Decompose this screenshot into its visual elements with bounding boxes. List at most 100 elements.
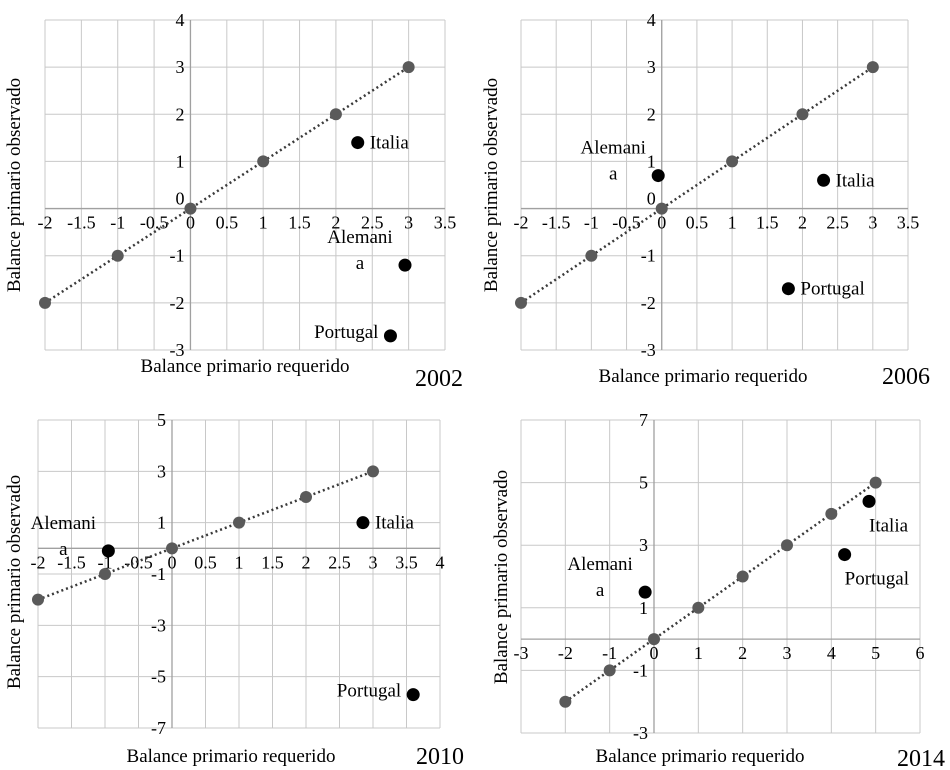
country-point-italia (356, 516, 370, 530)
reference-trend-line (44, 66, 410, 304)
y-tick-label: -1 (169, 246, 184, 266)
country-point-italia (862, 494, 876, 508)
reference-point (796, 108, 809, 121)
y-tick-label: 1 (157, 513, 166, 533)
chart-panel-2002: -2 -1.5 -1 -0.5 0 0.5 1 1.5 2 2.5 3 3.5-3-2-101234I… (4, 10, 463, 392)
reference-point (866, 61, 879, 74)
x-tick-label: 4 (436, 552, 445, 572)
reference-point (726, 155, 739, 168)
country-label: Italia (836, 170, 876, 191)
x-tick-label: 3.5 (897, 213, 920, 233)
reference-point (99, 568, 111, 580)
country-label: Portugal (314, 322, 378, 343)
reference-point (655, 202, 668, 215)
country-point-alemania (101, 544, 115, 558)
x-tick-label: 2 (798, 213, 807, 233)
x-tick-label: -1.5 (542, 213, 571, 233)
x-tick-label: 2.5 (328, 552, 351, 572)
y-tick-label: -2 (641, 293, 656, 313)
x-tick-label: 3 (369, 552, 378, 572)
reference-point (233, 516, 245, 529)
chart-panel-2014: -3 -2 -1 0 1 2 3 4 5 6-3-11357AlemaniaItaliaPortu… (491, 410, 945, 770)
x-tick-label: 2.5 (826, 213, 849, 233)
x-tick-label: 1 (728, 213, 737, 233)
x-tick-label: 3 (868, 213, 877, 233)
y-tick-label: -1 (641, 246, 656, 266)
country-point-italia (351, 136, 365, 150)
x-tick-label: -1 (584, 213, 599, 233)
y-tick-label: 0 (647, 189, 656, 209)
y-tick-label: 7 (639, 410, 648, 430)
country-label: a (59, 539, 68, 560)
y-tick-label: 5 (639, 473, 648, 493)
x-tick-label: 2 (331, 213, 340, 233)
x-axis-title: Balance primario requerido (127, 746, 336, 767)
country-label: Alemani (327, 227, 392, 248)
x-tick-label: -2 (514, 213, 529, 233)
x-tick-label: 5 (871, 643, 880, 663)
y-tick-label: -3 (151, 615, 166, 635)
y-tick-label: -2 (169, 293, 184, 313)
x-axis-title: Balance primario requerido (141, 356, 350, 377)
y-tick-label: 5 (157, 410, 166, 430)
x-tick-label: 1 (235, 552, 244, 572)
x-tick-label: -0.5 (612, 213, 641, 233)
reference-point (402, 61, 415, 74)
y-axis-title: Balance primario observado (4, 475, 25, 689)
country-label: Alemani (567, 554, 632, 575)
reference-point (692, 601, 705, 614)
country-label: Portugal (800, 279, 864, 300)
x-tick-label: -1.5 (57, 552, 86, 572)
y-axis-title: Balance primario observado (4, 78, 25, 292)
y-tick-label: 3 (175, 57, 184, 77)
x-tick-label: 3 (404, 213, 413, 233)
x-tick-label: 0.5 (216, 213, 239, 233)
chart-year-label: 2002 (415, 366, 463, 392)
x-tick-label: 3 (783, 643, 792, 663)
country-point-portugal (406, 688, 420, 702)
y-tick-label: 1 (175, 151, 184, 171)
chart-panel-2006: -2 -1.5 -1 -0.5 0 0.5 1 1.5 2 2.5 3 3.5-3-2-101234A… (481, 10, 930, 390)
reference-point (300, 491, 312, 503)
x-tick-label: 0 (650, 643, 659, 663)
x-tick-label: 2 (302, 552, 311, 572)
x-tick-label: 3.5 (395, 552, 418, 572)
y-tick-label: 2 (175, 104, 184, 124)
x-tick-label: -1 (602, 643, 617, 663)
y-tick-label: 0 (175, 189, 184, 209)
y-tick-label: 3 (157, 461, 166, 481)
x-tick-label: -1.5 (67, 213, 96, 233)
country-point-alemania (638, 585, 652, 599)
x-tick-label: -2 (38, 213, 53, 233)
x-tick-label: -2 (558, 643, 573, 663)
y-tick-label: 1 (647, 151, 656, 171)
y-tick-label: 2 (647, 104, 656, 124)
y-tick-label: 4 (647, 10, 656, 30)
reference-point (367, 465, 379, 478)
country-point-portugal (383, 329, 397, 343)
reference-point (166, 542, 178, 555)
x-tick-label: 0.5 (686, 213, 709, 233)
x-tick-label: 0 (168, 552, 177, 572)
reference-point (515, 296, 527, 309)
chart-year-label: 2006 (882, 364, 930, 390)
x-tick-label: 2.5 (361, 213, 384, 233)
y-tick-label: -3 (641, 340, 656, 360)
y-tick-label: -3 (169, 340, 184, 360)
y-axis-title: Balance primario observado (491, 470, 512, 684)
country-label: Alemani (580, 138, 645, 159)
country-point-portugal (838, 548, 852, 562)
x-tick-label: 3.5 (434, 213, 457, 233)
reference-trend-line (520, 66, 874, 304)
y-tick-label: -5 (151, 667, 166, 687)
reference-point (781, 539, 793, 552)
reference-point (184, 202, 197, 215)
reference-point (869, 476, 882, 489)
reference-point (736, 570, 749, 583)
x-axis-title: Balance primario requerido (596, 746, 805, 767)
y-tick-label: -1 (633, 660, 648, 680)
reference-point (603, 664, 616, 677)
country-label: Portugal (845, 569, 909, 590)
x-tick-label: 1.5 (261, 552, 284, 572)
country-point-alemania (651, 169, 665, 183)
